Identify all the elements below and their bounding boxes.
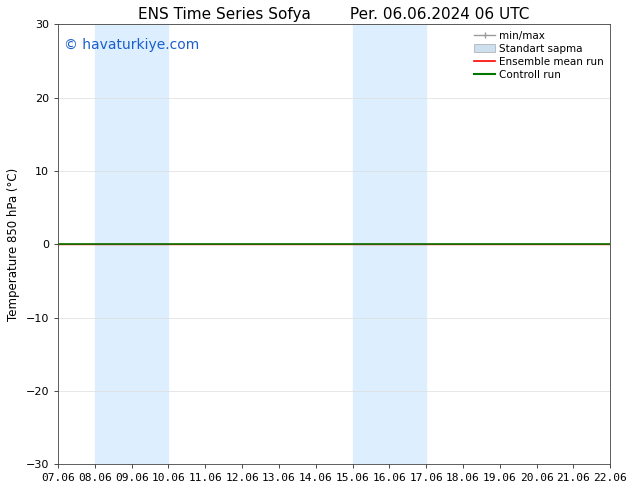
Title: ENS Time Series Sofya        Per. 06.06.2024 06 UTC: ENS Time Series Sofya Per. 06.06.2024 06…	[138, 7, 530, 22]
Y-axis label: Temperature 850 hPa (°C): Temperature 850 hPa (°C)	[7, 168, 20, 321]
Bar	[353, 24, 426, 464]
Legend: min/max, Standart sapma, Ensemble mean run, Controll run: min/max, Standart sapma, Ensemble mean r…	[470, 26, 608, 84]
Text: © havaturkiye.com: © havaturkiye.com	[63, 38, 199, 51]
Bar	[95, 24, 169, 464]
